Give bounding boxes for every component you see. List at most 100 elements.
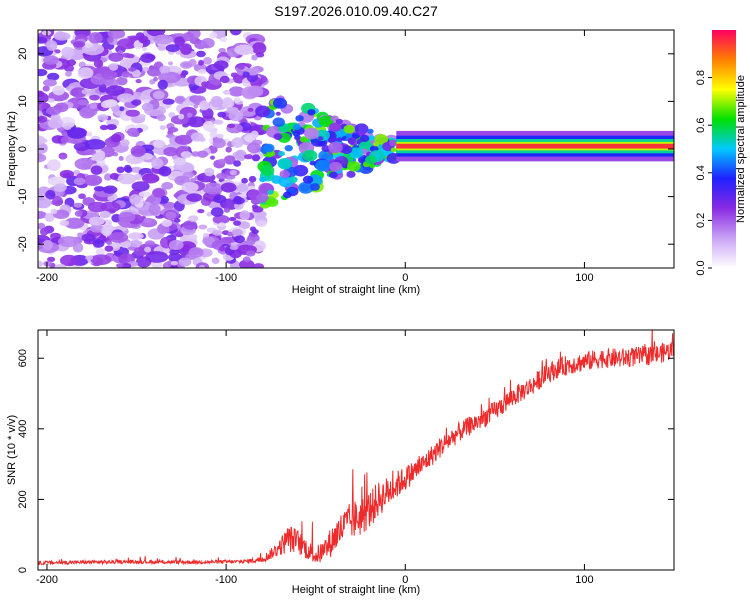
spectrogram-cell (38, 115, 48, 123)
spectrogram-cell (108, 52, 124, 62)
spectrogram-cell (232, 197, 245, 205)
spectrogram-cell (131, 181, 150, 192)
spectrogram-cell (209, 32, 218, 39)
spectrogram-cell (180, 61, 193, 69)
spectrogram-cell (197, 68, 207, 74)
spectrogram-cell (234, 149, 247, 161)
spectrogram-cell (210, 155, 215, 160)
spectrogram-cell (42, 85, 50, 92)
spectrogram-cell (38, 142, 48, 154)
y-tick-label: 10 (17, 95, 29, 107)
spectrogram-cell (335, 118, 343, 125)
spectrogram-cell (243, 154, 253, 160)
spectrogram-cell (38, 36, 48, 44)
spectrogram-cell (84, 139, 106, 150)
spectrogram-cell (46, 40, 58, 51)
spectrogram-cell (178, 113, 185, 120)
spectrogram-cell (318, 115, 334, 128)
spectrogram-cell (302, 175, 314, 184)
spectrogram-cell (321, 145, 331, 152)
spectrogram-cell (41, 30, 52, 36)
spectrogram-cell (52, 85, 65, 96)
spectrogram-cell (142, 46, 147, 52)
colorbar-tick-label: 0.4 (695, 165, 707, 180)
x-tick-label: -100 (215, 574, 237, 586)
spectrogram-cell (297, 181, 314, 194)
spectrogram-cell (203, 44, 210, 49)
spectrogram-cell (234, 235, 246, 244)
spectrogram-cell (105, 85, 126, 96)
spectrogram-cell (228, 86, 245, 97)
spectrogram-cell (217, 222, 226, 227)
colorbar-ticks: 0.0 0.2 0.4 0.6 0.8 (695, 70, 712, 276)
spectrogram-cell (189, 177, 197, 183)
spectrogram-cell (38, 135, 46, 145)
spectrogram-cell (38, 68, 48, 77)
spectrogram-cell (275, 111, 281, 116)
spectrogram-cell (79, 106, 96, 119)
spectrogram-cell (229, 169, 237, 176)
spectrogram-cell (109, 172, 120, 180)
spectrogram-cell (161, 219, 173, 227)
y-tick-label: 400 (17, 420, 29, 438)
spectrogram-cell (351, 132, 361, 139)
spectrogram-cell (227, 123, 236, 129)
spectrogram-cell (347, 161, 361, 172)
spectrogram-cell (279, 170, 290, 179)
spectrogram-cell (198, 224, 208, 230)
spectrogram-cell (78, 193, 86, 200)
snr-background (38, 330, 674, 570)
spectrogram-cell (233, 97, 241, 104)
spectrogram-cell (278, 150, 285, 157)
spectrogram-cell (218, 158, 227, 165)
spectrogram-cell (239, 259, 255, 268)
spectrogram-cell (103, 173, 112, 181)
colorbar-tick-label: 0.2 (695, 213, 707, 228)
spectrogram-cell (137, 114, 146, 119)
spectrogram-cell (220, 182, 237, 193)
spectrogram-cell (74, 157, 95, 170)
spectrogram-cell (59, 220, 70, 227)
spectrogram-cell (197, 150, 209, 158)
spectrogram-cell (59, 154, 67, 159)
y-tick-label: 200 (17, 490, 29, 508)
spectrogram-cell (139, 94, 147, 101)
spectrogram-cell (198, 59, 204, 66)
spectrogram-cell (146, 66, 162, 77)
spectrogram-cell (241, 177, 248, 184)
spectrogram-cell (212, 138, 226, 149)
snr-panel: -200 -100 0 100 0 200 400 600 Height of straig… (6, 329, 675, 596)
spectrogram-cell (245, 239, 256, 246)
spectrogram-x-label: Height of straight line (km) (292, 284, 420, 296)
spectrogram-cell (256, 192, 269, 203)
spectrogram-cell (78, 61, 86, 68)
spectrogram-cell (288, 176, 298, 184)
spectrogram-cell (38, 154, 44, 160)
spectrogram-cell (61, 46, 75, 58)
spectrogram-cell (299, 136, 308, 143)
spectrogram-cell (42, 239, 53, 251)
colorbar-tick-label: 0.0 (695, 260, 707, 275)
spectrogram-cell (66, 127, 87, 139)
spectrogram-cell (367, 135, 375, 141)
x-tick-label: 0 (402, 272, 408, 284)
spectrogram-cell (250, 130, 259, 139)
spectrogram-cell (97, 114, 109, 121)
y-tick-label: 0 (17, 146, 29, 152)
spectrogram-cell (237, 63, 245, 70)
spectrogram-cell (202, 121, 215, 132)
spectrogram-cell (186, 112, 193, 118)
spectrogram-cell (249, 226, 257, 232)
spectrogram-cell (178, 257, 192, 267)
spectrogram-cell (156, 114, 166, 122)
spectrogram-cell (142, 173, 160, 184)
spectrogram-cell (293, 124, 301, 131)
snr-y-label: SNR (10 * v/v) (6, 415, 18, 485)
spectrogram-cell (230, 72, 238, 78)
spectrogram-cell (218, 48, 227, 53)
spectrogram-cell (73, 177, 86, 186)
spectrogram-cell (151, 158, 164, 169)
spectrogram-cell (168, 252, 182, 262)
spectrogram-cell (130, 145, 146, 158)
spectrogram-cell (120, 139, 130, 147)
